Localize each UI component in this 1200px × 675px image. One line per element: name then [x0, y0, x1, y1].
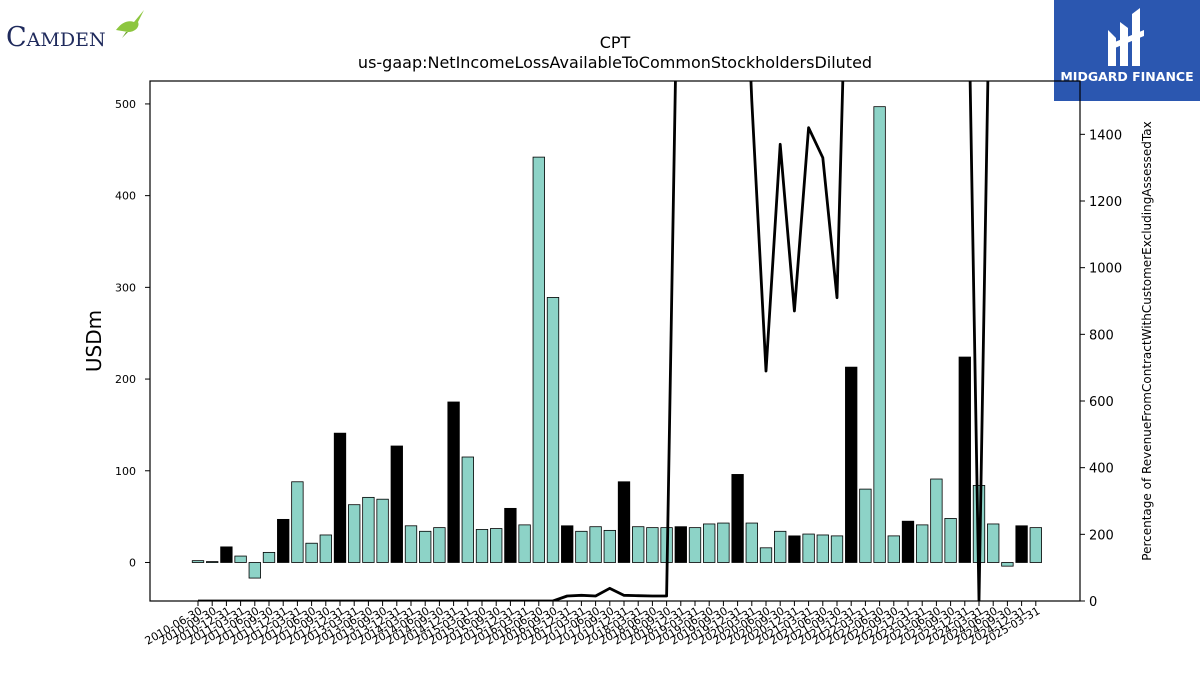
bar-2020-09-30: [774, 530, 787, 563]
bar-2024-06-30: [987, 523, 1000, 563]
bar-2011-06-30: [248, 562, 261, 579]
bar-2014-12-31: [447, 401, 460, 563]
y2-tick-label: 0: [1089, 595, 1097, 610]
y-axis-label: USDm: [82, 310, 106, 372]
y-tick-label: 300: [115, 281, 136, 294]
y2-tick-label: 1400: [1089, 128, 1122, 143]
bar-2016-06-30: [532, 156, 545, 563]
midgard-finance-watermark: MIDGARD FINANCE: [1054, 0, 1200, 101]
midgard-logo-icon: [1108, 8, 1144, 66]
bar-2019-06-30: [703, 523, 716, 563]
bar-2016-09-30: [546, 297, 560, 563]
chart-subtitle: us-gaap:NetIncomeLossAvailableToCommonSt…: [358, 53, 872, 72]
bar-2020-12-31: [788, 535, 801, 563]
camden-logo: Camden: [6, 8, 146, 56]
bar-series: [191, 106, 1042, 579]
bar-2010-09-30: [206, 561, 219, 563]
bar-2011-03-31: [234, 555, 247, 563]
plot-frame: [149, 80, 1081, 602]
bar-2021-12-31: [845, 366, 858, 563]
bar-2019-09-30: [717, 522, 730, 563]
y-tick-label: 200: [115, 373, 136, 386]
bar-2013-03-31: [348, 504, 361, 563]
bar-2013-12-31: [390, 445, 403, 563]
chart-title: CPT: [600, 33, 631, 52]
bar-2018-06-30: [646, 527, 659, 563]
bar-2016-12-31: [561, 525, 574, 563]
bar-2022-09-30: [887, 535, 900, 563]
bar-2011-09-30: [262, 551, 276, 563]
bar-2024-12-31: [1015, 525, 1028, 563]
camden-logo-text: Camden: [6, 22, 106, 53]
bar-2012-09-30: [319, 534, 332, 563]
bar-2023-06-30: [930, 478, 943, 563]
bar-2014-09-30: [433, 527, 446, 563]
axes: 0 100 200 300 400 500 0 200 400 600 800 1000 1200 140…: [115, 98, 1122, 648]
y2-tick-label: 800: [1089, 328, 1114, 343]
bar-2016-03-31: [518, 524, 531, 563]
bar-2014-06-30: [419, 530, 432, 563]
bar-2022-03-31: [859, 488, 872, 563]
bar-2018-03-31: [632, 526, 645, 563]
bar-2012-06-30: [305, 542, 318, 563]
bar-2020-06-30: [759, 547, 773, 563]
bar-2012-12-31: [333, 432, 347, 563]
y-tick-label: 0: [129, 556, 136, 569]
bar-2020-03-31: [745, 522, 758, 563]
bar-2019-12-31: [731, 474, 744, 563]
bar-2013-06-30: [362, 496, 375, 563]
y2-tick-label: 400: [1089, 462, 1114, 477]
bar-2015-03-31: [461, 456, 474, 563]
plot-area: [191, 81, 1042, 601]
bar-2015-09-30: [490, 528, 503, 563]
bar-2023-09-30: [944, 518, 957, 563]
bar-2011-12-31: [277, 518, 290, 563]
y2-tick-label: 200: [1089, 528, 1114, 543]
y-tick-label: 500: [115, 98, 136, 111]
bar-2014-03-31: [404, 525, 418, 563]
percentage-line: [198, 81, 990, 601]
hummingbird-icon: [116, 10, 144, 38]
bar-2017-09-30: [603, 529, 616, 563]
y-tick-label: 400: [115, 190, 136, 203]
y2-tick-label: 1000: [1089, 262, 1122, 277]
bar-2015-12-31: [504, 507, 517, 563]
bar-2015-06-30: [475, 529, 489, 563]
y2-axis-label: Percentage of RevenueFromContractWithCus…: [1140, 121, 1154, 560]
y-tick-label: 100: [115, 465, 136, 478]
bar-2018-12-31: [674, 526, 687, 563]
bar-2017-12-31: [617, 481, 631, 563]
bar-2021-06-30: [816, 534, 829, 563]
bar-2021-03-31: [802, 533, 815, 563]
bar-2019-03-31: [688, 527, 702, 563]
bar-2013-09-30: [376, 498, 389, 563]
bar-2012-03-31: [291, 481, 304, 563]
bar-2021-09-30: [830, 535, 844, 563]
bar-2010-06-30: [191, 560, 205, 563]
bar-2017-06-30: [589, 526, 602, 563]
y2-tick-label: 1200: [1089, 195, 1122, 210]
y2-tick-label: 600: [1089, 395, 1114, 410]
bar-2023-12-31: [958, 356, 971, 563]
bar-2017-03-31: [575, 530, 588, 563]
bar-2022-06-30: [873, 106, 886, 563]
bar-2022-12-31: [901, 520, 915, 563]
bar-2024-09-30: [1001, 562, 1014, 567]
bar-2010-12-31: [220, 546, 233, 563]
bar-2023-03-31: [916, 524, 929, 563]
bar-2025-03-31: [1029, 527, 1042, 563]
midgard-logo-text: MIDGARD FINANCE: [1060, 69, 1194, 84]
